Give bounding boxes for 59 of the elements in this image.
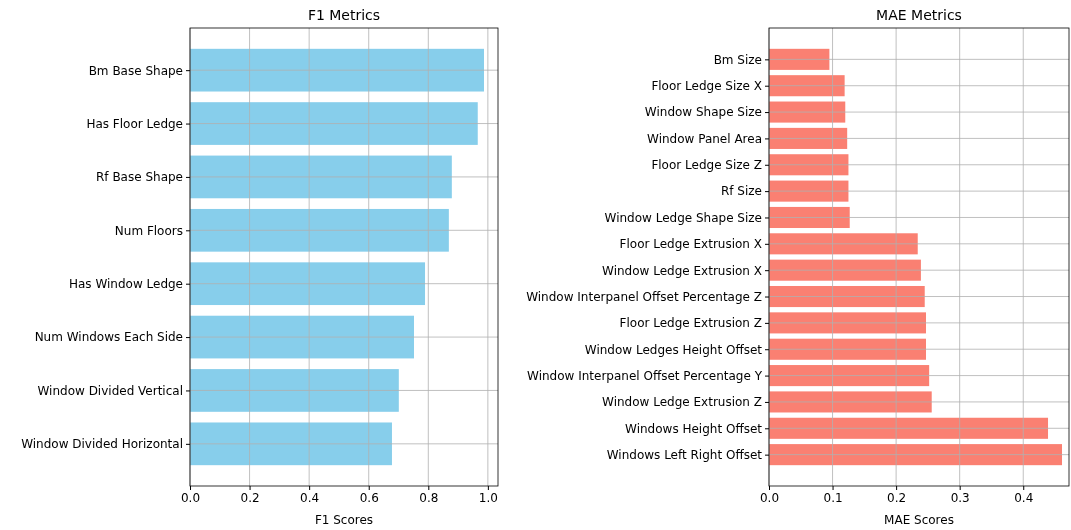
x-tick-label: 0.8 [419,490,439,505]
bar [769,75,845,97]
bar [769,444,1063,466]
x-axis-title: F1 Scores [314,513,374,527]
bar [190,369,399,412]
bar [769,233,918,255]
x-tick-label: 0.1 [823,490,843,505]
y-tick-label: Windows Height Offset [625,421,763,436]
bar [769,338,926,360]
y-tick-label: Rf Base Shape [96,170,183,185]
bar [769,259,921,281]
y-tick-label: Window Interpanel Offset Percentage Y [527,368,763,383]
x-tick-label: 0.4 [300,490,320,505]
y-tick-label: Has Floor Ledge [86,116,183,131]
y-tick-label: Floor Ledge Extrusion X [619,237,762,252]
y-tick-label: Window Divided Horizontal [21,437,183,452]
y-tick-label: Window Ledge Extrusion X [602,263,762,278]
y-tick-label: Bm Size [713,52,762,67]
bar [190,422,392,466]
bar [769,365,930,387]
bar [190,208,449,252]
bar [769,154,849,176]
x-tick-label: 0.6 [359,490,379,505]
bar [769,127,848,149]
y-tick-label: Bm Base Shape [88,63,183,78]
bar [190,262,426,306]
bar [769,206,850,229]
y-tick-label: Has Window Ledge [68,277,183,292]
bar [190,102,478,145]
y-tick-label: Window Ledge Shape Size [604,210,762,225]
x-tick-label: 0.4 [1014,490,1034,505]
y-tick-label: Window Ledges Height Offset [584,342,763,357]
y-tick-label: Window Ledge Extrusion Z [602,395,762,410]
y-tick-label: Num Floors [114,223,183,238]
chart-title: F1 Metrics [307,7,381,23]
bar [769,285,925,308]
x-axis-title: MAE Scores [884,513,954,527]
y-tick-label: Floor Ledge Extrusion Z [619,316,762,331]
y-tick-label: Window Interpanel Offset Percentage Z [526,289,762,304]
y-tick-label: Window Panel Area [647,131,762,146]
bar [190,48,484,92]
x-tick-label: 0.3 [950,490,970,505]
x-tick-label: 0.0 [180,490,201,505]
x-tick-label: 0.0 [759,490,780,505]
y-tick-label: Windows Left Right Offset [606,447,763,462]
y-tick-label: Num Windows Each Side [34,330,183,345]
y-tick-label: Rf Size [720,184,762,199]
y-tick-label: Window Shape Size [644,105,762,120]
bar [190,155,452,199]
x-tick-label: 1.0 [478,490,498,505]
x-tick-label: 0.2 [887,490,907,505]
x-tick-label: 0.2 [240,490,260,505]
y-tick-label: Floor Ledge Size Z [651,158,762,173]
bar [769,417,1049,439]
y-tick-label: Window Divided Vertical [37,383,183,398]
chart-title: MAE Metrics [876,7,962,23]
y-tick-label: Floor Ledge Size X [651,79,762,94]
bar [769,48,830,70]
bar [190,315,414,359]
